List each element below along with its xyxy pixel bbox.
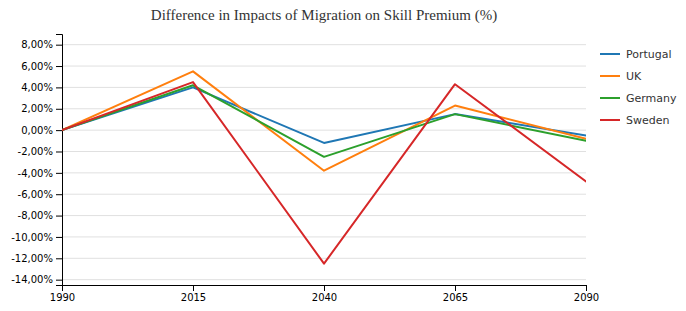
x-tick: 2065 (443, 285, 468, 303)
y-tick-label: -12,00% (11, 253, 53, 264)
x-tick: 1990 (50, 285, 75, 303)
legend-swatch (600, 53, 620, 55)
grid-line (62, 87, 586, 88)
y-tick-label: 2,00% (21, 103, 53, 114)
y-tick-label: -6,00% (18, 189, 53, 200)
chart: -14,00% -12,00% -10,00% -8,00% -6,00% -4,00% -… (0, 0, 686, 311)
y-tick-label: 0,00% (21, 125, 53, 136)
y-tick-label: -10,00% (11, 232, 53, 243)
y-tick-mark (56, 151, 62, 152)
y-axis-line (56, 35, 63, 286)
grid-line (62, 130, 586, 131)
x-tick-mark (62, 285, 63, 291)
y-tick-label: -8,00% (18, 210, 53, 221)
y-tick: 8,00% (21, 39, 62, 50)
y-tick-label: 4,00% (21, 82, 53, 93)
y-tick: -6,00% (18, 189, 62, 200)
plot: -14,00% -12,00% -10,00% -8,00% -6,00% -4,00% -… (11, 35, 599, 304)
series-line (62, 71, 586, 170)
y-tick-label: -4,00% (18, 168, 53, 179)
x-tick-label: 2040 (312, 292, 337, 303)
y-tick-label: -2,00% (18, 146, 53, 157)
y-tick-mark (56, 173, 62, 174)
x-tick: 2015 (181, 285, 206, 303)
y-tick: 2,00% (21, 103, 62, 114)
lines (62, 71, 586, 263)
series-line (62, 82, 586, 264)
grid-line (62, 258, 586, 259)
y-tick: -2,00% (18, 146, 62, 157)
x-tick-mark (455, 285, 456, 291)
y-tick: 0,00% (21, 125, 62, 136)
x-tick-label: 2090 (574, 292, 599, 303)
grid-line (62, 194, 586, 195)
legend-label: Germany (626, 92, 677, 105)
y-tick: 4,00% (21, 82, 62, 93)
legend: Portugal UK Germany Sweden (600, 48, 677, 127)
y-axis: -14,00% -12,00% -10,00% -8,00% -6,00% -4,00% -… (11, 35, 62, 286)
y-tick-mark (56, 130, 62, 131)
y-tick-mark (56, 109, 62, 110)
x-tick-mark (193, 285, 194, 291)
y-tick-mark (56, 45, 62, 46)
x-tick-label: 1990 (50, 292, 75, 303)
legend-label: UK (626, 70, 642, 83)
y-tick-mark (56, 194, 62, 195)
x-tick-mark (586, 285, 587, 291)
legend-item: Germany (600, 92, 677, 105)
grid (62, 45, 586, 280)
x-axis-line (63, 286, 587, 292)
y-tick-mark (56, 87, 62, 88)
y-tick-mark (56, 237, 62, 238)
series-line (62, 85, 586, 157)
grid-line (62, 215, 586, 216)
title: Difference in Impacts of Migration on Sk… (151, 7, 497, 24)
grid-line (62, 172, 586, 173)
grid-line (62, 279, 586, 280)
y-tick: -12,00% (11, 253, 62, 264)
legend-swatch (600, 119, 620, 121)
legend-item: Portugal (600, 48, 672, 61)
legend-item: Sweden (600, 114, 669, 127)
y-tick: 6,00% (21, 61, 62, 72)
y-tick: -4,00% (18, 168, 62, 179)
y-tick: -14,00% (11, 274, 62, 285)
y-tick: -10,00% (11, 232, 62, 243)
y-tick: -8,00% (18, 210, 62, 221)
x-tick-label: 2015 (181, 292, 206, 303)
grid-line (62, 108, 586, 109)
grid-line (62, 44, 586, 45)
grid-line (62, 66, 586, 67)
legend-swatch (600, 97, 620, 99)
legend-label: Portugal (626, 48, 672, 61)
y-tick-label: -14,00% (11, 274, 53, 285)
y-tick-mark (56, 66, 62, 67)
y-tick-mark (56, 258, 62, 259)
x-axis: 1990 2015 2040 2065 2090 (50, 285, 599, 303)
legend-item: UK (600, 70, 642, 83)
y-tick-mark (56, 216, 62, 217)
y-tick-mark (56, 280, 62, 281)
legend-swatch (600, 75, 620, 77)
x-tick-label: 2065 (443, 292, 468, 303)
y-tick-label: 6,00% (21, 61, 53, 72)
x-tick-mark (324, 285, 325, 291)
grid-line (62, 151, 586, 152)
x-tick: 2090 (574, 285, 599, 303)
grid-line (62, 236, 586, 237)
y-tick-label: 8,00% (21, 39, 53, 50)
legend-label: Sweden (626, 114, 669, 127)
x-tick: 2040 (312, 285, 337, 303)
